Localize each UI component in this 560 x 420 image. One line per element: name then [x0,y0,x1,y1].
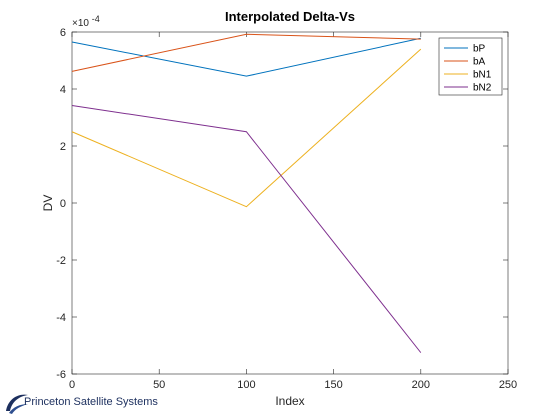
y-exponent-power: -4 [92,14,100,24]
legend-label-bN2: bN2 [473,83,492,94]
y-axis-label: DV [41,195,55,212]
logo-text: Princeton Satellite Systems [24,396,158,408]
y-tick-label: 2 [60,141,66,153]
legend-label-bP: bP [473,44,486,55]
ticks-layer: 0 50 100 150 200 250 -6 -4 -2 0 2 4 6 [56,27,517,391]
y-tick-label: 6 [60,27,66,39]
x-tick-label: 150 [324,379,342,391]
y-tick-label: -6 [56,369,66,381]
x-tick-label: 0 [69,379,75,391]
legend-label-bN1: bN1 [473,70,492,81]
x-tick-label: 100 [237,379,255,391]
x-axis-label: Index [275,394,304,408]
chart-title: Interpolated Delta-Vs [225,9,355,24]
x-tick-label: 250 [499,379,517,391]
y-tick-label: -2 [56,255,66,267]
y-tick-label: 0 [60,198,66,210]
x-tick-label: 200 [412,379,430,391]
series-line-bP [71,37,421,77]
series-line-bN2 [71,105,422,353]
legend: bP bA bN1 bN2 [438,37,503,96]
series-layer [71,33,422,353]
series-line-bN1 [71,48,422,208]
plot-area [71,31,509,375]
legend-entries: bP bA bN1 bN2 [444,44,492,94]
legend-label-bA: bA [473,57,486,68]
y-tick-label: -4 [56,312,66,324]
y-tick-label: 4 [60,84,66,96]
swoosh-logo-icon [6,394,28,414]
x-tick-label: 50 [153,379,165,391]
legend-box [438,37,503,96]
series-line-bA [71,33,421,72]
y-exponent-label: ×10 -4 [72,14,100,29]
y-exponent-base: ×10 [72,18,89,29]
company-logo: Princeton Satellite Systems [4,391,204,417]
